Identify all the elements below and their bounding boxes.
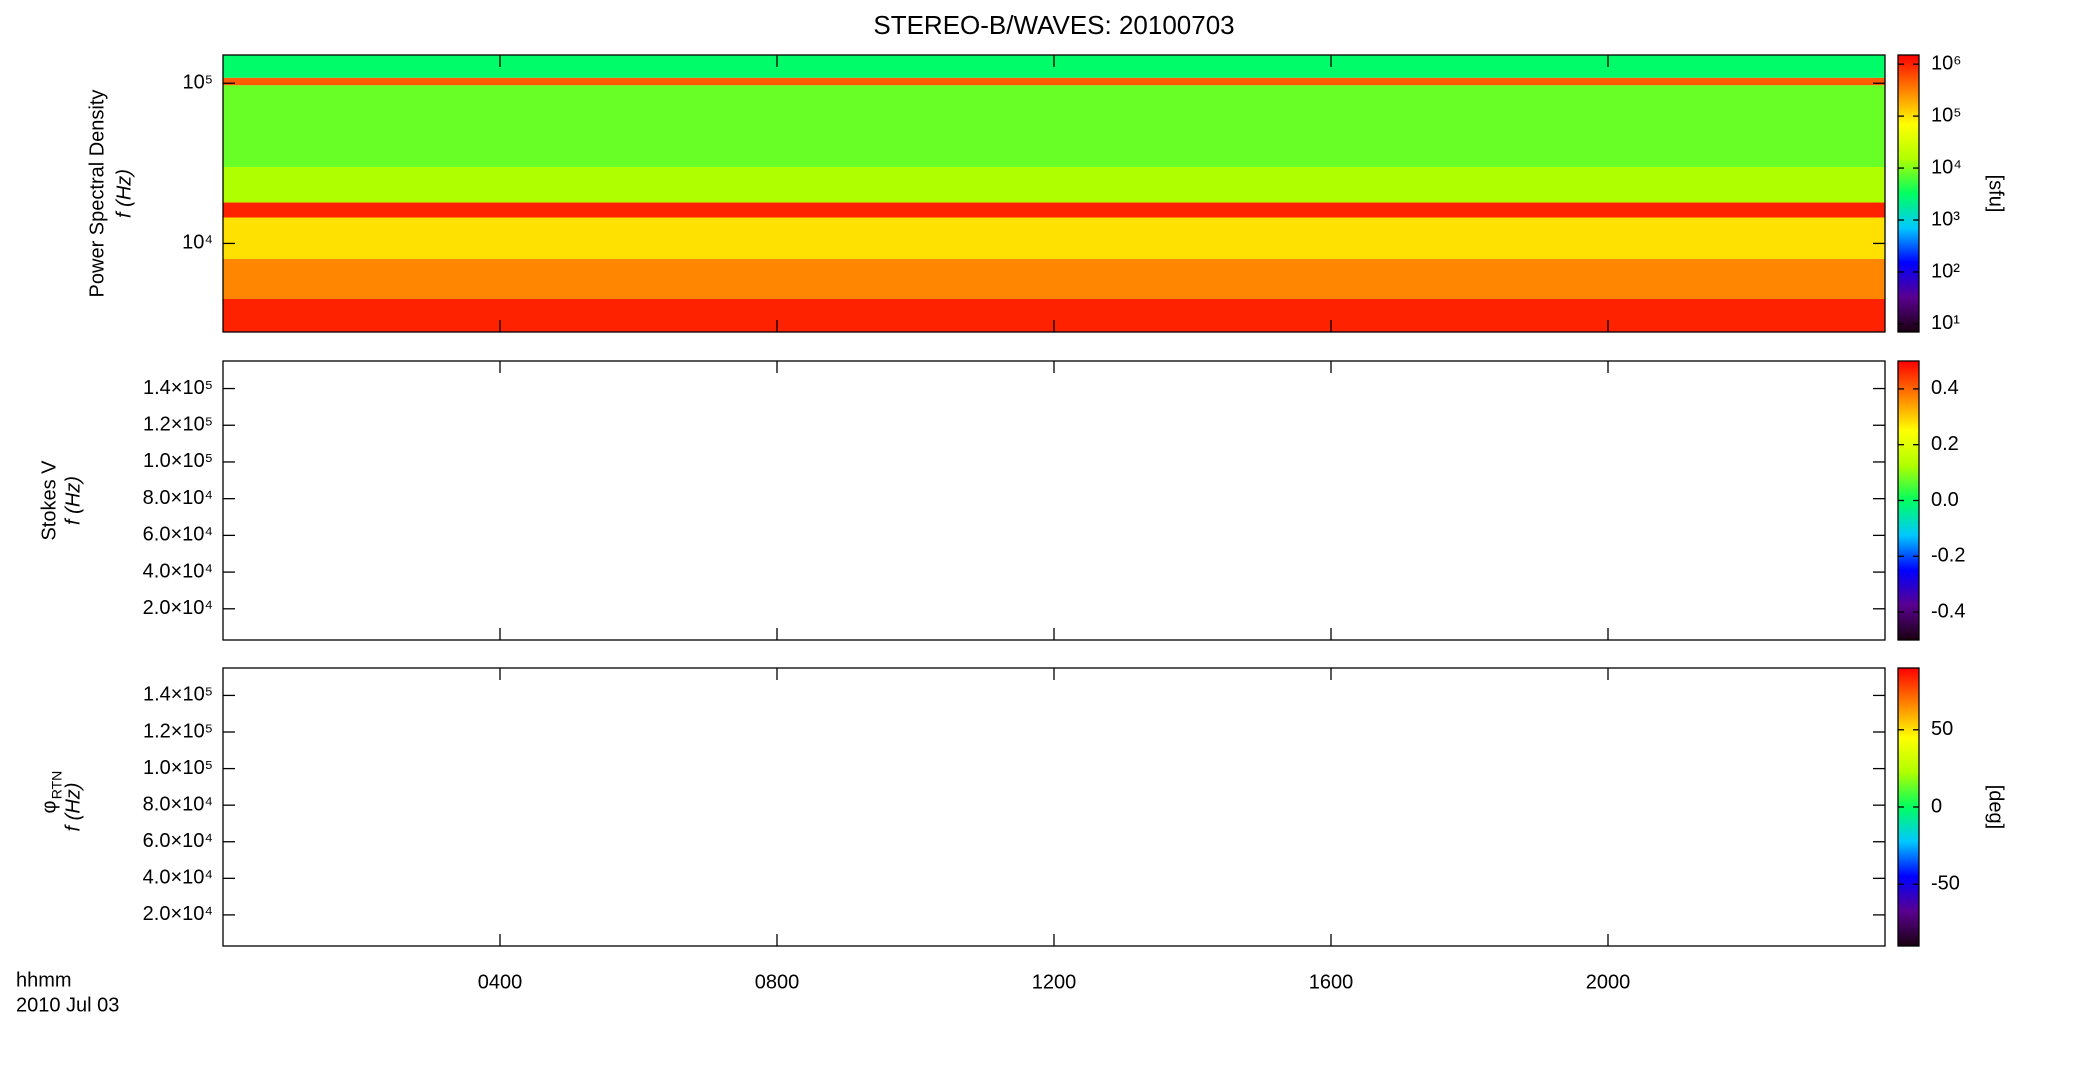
y-tick-label: 2.0×10⁴ [143, 903, 213, 925]
y-tick-label: 4.0×10⁴ [143, 867, 213, 889]
y-axis-label: Power Spectral Density [86, 90, 108, 298]
y-axis-label: f (Hz) [113, 169, 135, 218]
y-axis-label: Stokes V [38, 460, 60, 541]
colorbar-tick-label: -0.2 [1931, 545, 1965, 567]
colorbar-tick-label: -50 [1931, 873, 1960, 895]
colorbar-label: [sfu] [1985, 175, 2007, 213]
colorbar [1897, 54, 1920, 333]
chart-title: STEREO-B/WAVES: 20100703 [873, 10, 1234, 40]
spectrogram-band [223, 85, 1885, 167]
y-tick-label: 1.4×10⁵ [143, 684, 213, 706]
y-tick-label: 1.2×10⁵ [143, 720, 213, 742]
y-tick-label: 4.0×10⁴ [143, 560, 213, 582]
colorbar-tick-label: 10¹ [1931, 312, 1960, 334]
colorbar-tick-label: 0.4 [1931, 377, 1959, 399]
y-axis-label: φ [38, 800, 60, 813]
y-tick-label: 1.0×10⁵ [143, 450, 213, 472]
spectrogram-band [223, 217, 1885, 259]
y-axis-label: f (Hz) [62, 476, 84, 525]
y-tick-label: 10⁴ [182, 232, 213, 254]
y-tick-label: 1.2×10⁵ [143, 414, 213, 436]
colorbar-tick-label: 10² [1931, 260, 1960, 282]
plot-frame [222, 667, 1886, 947]
x-tick-label: 1600 [1309, 971, 1354, 993]
colorbar-tick-label: 10⁶ [1931, 52, 1961, 74]
y-tick-label: 8.0×10⁴ [143, 487, 213, 509]
plot-frame [222, 360, 1886, 641]
x-tick-label: 0800 [755, 971, 800, 993]
x-tick-label: 0400 [478, 971, 523, 993]
colorbar-tick-label: -0.4 [1931, 600, 1965, 622]
y-tick-label: 6.0×10⁴ [143, 830, 213, 852]
colorbar-tick-label: 0.2 [1931, 433, 1959, 455]
colorbar-tick-label: 10³ [1931, 208, 1960, 230]
colorbar-tick-label: 0.0 [1931, 489, 1959, 511]
spectrogram-band [223, 166, 1885, 203]
y-tick-label: 2.0×10⁴ [143, 597, 213, 619]
colorbar-tick-label: 10⁴ [1931, 156, 1962, 178]
colorbar-tick-label: 10⁵ [1931, 104, 1962, 126]
x-axis-label: hhmm [16, 969, 72, 991]
spectrogram-band [223, 202, 1885, 218]
y-tick-label: 1.0×10⁵ [143, 757, 213, 779]
spectrogram-band [223, 77, 1885, 86]
y-tick-label: 8.0×10⁴ [143, 793, 213, 815]
y-axis-label-sub: RTN [49, 771, 65, 800]
y-axis-label: f (Hz) [62, 783, 84, 832]
colorbar-tick-label: 0 [1931, 795, 1942, 817]
colorbar-label: [deg] [1985, 785, 2007, 829]
colorbar-tick-label: 50 [1931, 718, 1953, 740]
spectrogram-band [223, 258, 1885, 299]
y-tick-label: 10⁵ [182, 71, 213, 93]
x-tick-label: 2000 [1586, 971, 1631, 993]
x-tick-label: 1200 [1032, 971, 1077, 993]
x-axis-date: 2010 Jul 03 [16, 994, 119, 1016]
y-tick-label: 6.0×10⁴ [143, 524, 213, 546]
y-tick-label: 1.4×10⁵ [143, 377, 213, 399]
